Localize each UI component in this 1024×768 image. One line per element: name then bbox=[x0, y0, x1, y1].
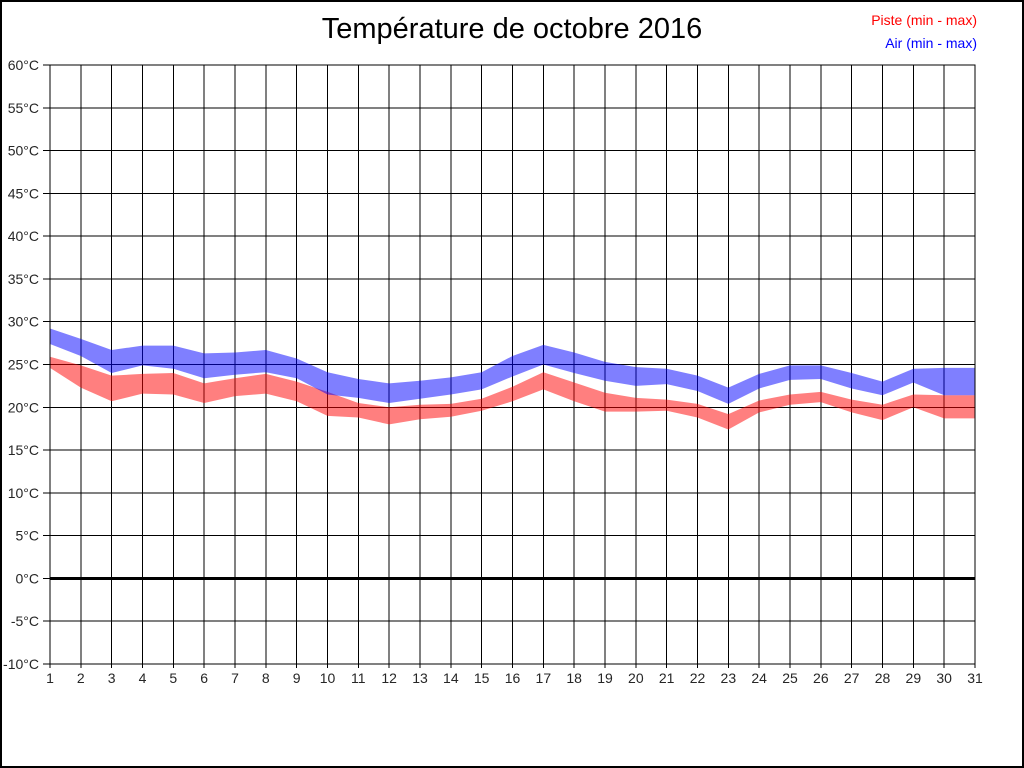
y-axis-label: 15°C bbox=[8, 442, 39, 458]
x-axis-label: 10 bbox=[320, 670, 336, 686]
air-minmax-band bbox=[50, 328, 975, 404]
y-axis-label: 10°C bbox=[8, 485, 39, 501]
legend-piste-label: Piste (min - max) bbox=[871, 12, 977, 28]
y-axis-label: 20°C bbox=[8, 399, 39, 415]
x-axis-label: 13 bbox=[412, 670, 428, 686]
x-axis-label: 25 bbox=[782, 670, 798, 686]
x-axis-label: 26 bbox=[813, 670, 829, 686]
x-axis-label: 11 bbox=[351, 670, 366, 686]
x-axis-label: 29 bbox=[906, 670, 922, 686]
x-axis-label: 27 bbox=[844, 670, 860, 686]
x-axis-label: 28 bbox=[875, 670, 891, 686]
x-axis-label: 12 bbox=[381, 670, 397, 686]
x-axis-label: 21 bbox=[659, 670, 675, 686]
x-axis-label: 5 bbox=[169, 670, 177, 686]
y-axis-label: 30°C bbox=[8, 314, 39, 330]
x-axis-label: 9 bbox=[293, 670, 301, 686]
y-axis-label: -10°C bbox=[3, 656, 39, 672]
x-axis-label: 22 bbox=[690, 670, 706, 686]
x-axis-label: 31 bbox=[967, 670, 983, 686]
y-axis-label: 0°C bbox=[16, 570, 40, 586]
legend-air-label: Air (min - max) bbox=[885, 34, 977, 51]
y-axis-label: 5°C bbox=[16, 528, 40, 544]
x-axis-label: 8 bbox=[262, 670, 270, 686]
y-axis-label: 50°C bbox=[8, 143, 39, 159]
x-axis-label: 3 bbox=[108, 670, 116, 686]
y-axis-label: 60°C bbox=[8, 57, 39, 73]
y-axis-label: 25°C bbox=[8, 357, 39, 373]
y-axis-label: 35°C bbox=[8, 271, 39, 287]
y-axis-label: 45°C bbox=[8, 185, 39, 201]
y-axis-label: -5°C bbox=[11, 613, 39, 629]
y-axis-label: 55°C bbox=[8, 100, 39, 116]
y-axis-label: 40°C bbox=[8, 228, 39, 244]
x-axis-label: 1 bbox=[46, 670, 54, 686]
plot-border bbox=[49, 64, 976, 665]
x-axis-label: 4 bbox=[139, 670, 147, 686]
chart-title: Température de octobre 2016 bbox=[321, 13, 703, 45]
x-axis-label: 17 bbox=[536, 670, 552, 686]
x-axis-label: 2 bbox=[77, 670, 85, 686]
x-axis-label: 20 bbox=[628, 670, 644, 686]
x-axis-label: 30 bbox=[936, 670, 952, 686]
legend: Piste (min - max) Air (min - max) bbox=[871, 9, 977, 54]
x-axis-label: 23 bbox=[721, 670, 737, 686]
x-axis-label: 15 bbox=[474, 670, 490, 686]
x-axis-label: 24 bbox=[751, 670, 767, 686]
x-axis-label: 14 bbox=[443, 670, 459, 686]
x-axis-label: 16 bbox=[505, 670, 521, 686]
piste-minmax-band bbox=[50, 356, 975, 430]
x-axis-label: 19 bbox=[597, 670, 613, 686]
x-axis-label: 6 bbox=[200, 670, 208, 686]
x-axis-label: 18 bbox=[566, 670, 582, 686]
x-axis-label: 7 bbox=[231, 670, 239, 686]
